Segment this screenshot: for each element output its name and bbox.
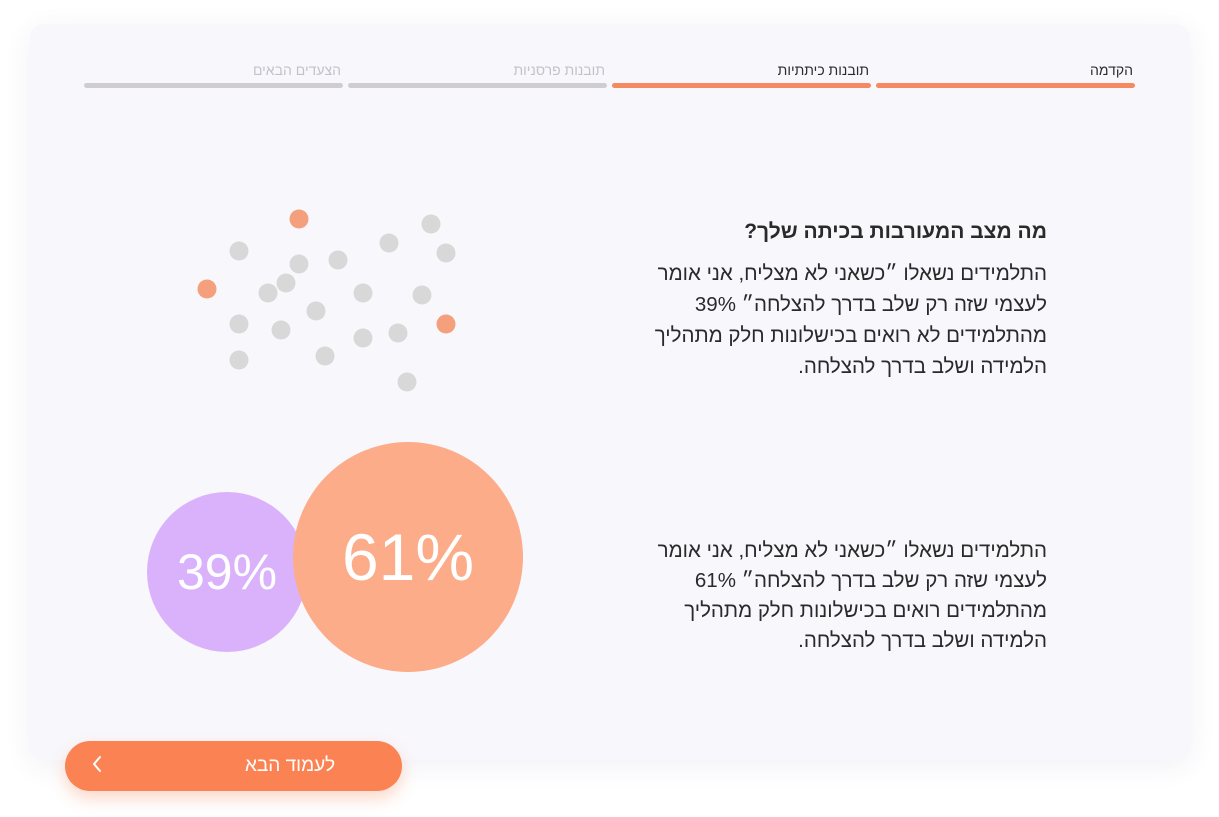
progress-step-bar	[348, 83, 607, 88]
question-paragraph-negative: התלמידים נשאלו ״כשאני לא מצליח, אני אומר…	[654, 262, 1047, 378]
positive-percentage-bubble: 61%	[293, 442, 523, 672]
negative-percentage-label: 39%	[176, 544, 278, 600]
progress-step-label: הצעדים הבאים	[252, 62, 341, 78]
positive-percentage-label: 61%	[341, 520, 475, 594]
progress-step-intro[interactable]: הקדמה	[876, 60, 1135, 88]
progress-step-label: תובנות פרסניות	[513, 62, 605, 78]
next-page-button[interactable]: לעמוד הבא	[65, 741, 402, 791]
progress-step-class-insights[interactable]: תובנות כיתתיות	[612, 60, 871, 88]
progress-step-label: הקדמה	[1090, 62, 1133, 78]
progress-step-label: תובנות כיתתיות	[777, 62, 869, 78]
progress-step-next-steps[interactable]: הצעדים הבאים	[84, 60, 343, 88]
progress-step-personal-insights[interactable]: תובנות פרסניות	[348, 60, 607, 88]
negative-percentage-bubble: 39%	[147, 492, 307, 652]
progress-bar: הקדמה תובנות כיתתיות תובנות פרסניות הצעד…	[84, 60, 1135, 88]
progress-step-bar	[876, 83, 1135, 88]
progress-step-bar	[612, 83, 871, 88]
question-title: מה מצב המעורבות בכיתה שלך?	[744, 220, 1047, 243]
question-paragraph-positive: התלמידים נשאלו ״כשאני לא מצליח, אני אומר…	[657, 539, 1047, 652]
progress-step-bar	[84, 83, 343, 88]
next-page-label: לעמוד הבא	[245, 755, 336, 776]
chevron-left-icon	[93, 756, 101, 772]
